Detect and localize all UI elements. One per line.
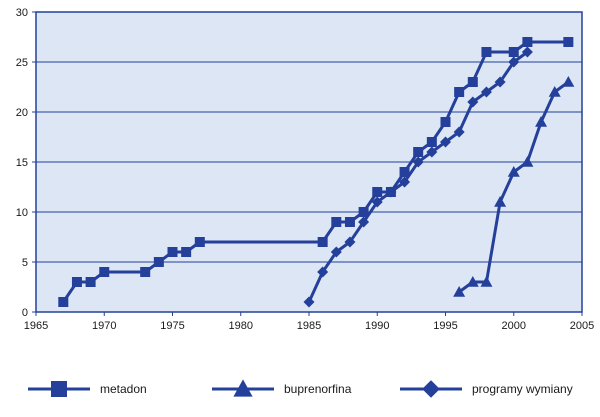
series-programy-wymiany [303,46,533,308]
legend-marker-buprenorfina [233,379,253,397]
data-point-programy-wymiany-4 [358,216,370,228]
data-point-metadon-13 [372,187,383,197]
data-point-programy-wymiany-7 [399,176,411,188]
data-point-metadon-7 [181,247,192,257]
data-point-programy-wymiany-2 [330,246,342,258]
data-point-buprenorfina-3 [494,196,507,207]
data-point-metadon-8 [194,237,205,247]
data-point-buprenorfina-1 [466,276,479,287]
data-point-metadon-15 [399,167,410,177]
x-tick-label-1970: 1970 [92,320,116,332]
y-tick-label-5: 5 [22,257,28,269]
data-point-programy-wymiany-12 [467,96,479,108]
data-point-buprenorfina-0 [453,286,466,297]
data-point-programy-wymiany-6 [385,186,397,198]
x-tick-label-1990: 1990 [365,320,389,332]
data-point-programy-wymiany-14 [494,76,506,88]
x-tick-label-1965: 1965 [24,320,48,332]
axes: 0 5 10 15 20 25 30 1965 1970 1975 1980 1985 1990 1995… [16,7,594,332]
data-point-metadon-4 [140,267,151,277]
y-tick-label-10: 10 [16,207,28,219]
data-point-programy-wymiany-13 [480,86,492,98]
data-point-programy-wymiany-9 [426,146,438,158]
x-tick-label-1975: 1975 [160,320,184,332]
data-point-programy-wymiany-0 [303,296,315,308]
y-tick-label-15: 15 [16,157,28,169]
x-tick-label-2000: 2000 [502,320,526,332]
y-tick-label-0: 0 [22,307,28,319]
series-layer [58,37,575,308]
data-point-programy-wymiany-16 [521,46,533,58]
data-point-buprenorfina-8 [562,76,575,87]
data-point-programy-wymiany-3 [344,236,356,248]
legend: metadon buprenorfina programy wymiany [28,379,573,398]
data-point-metadon-24 [563,37,574,47]
legend-marker-metadon [51,381,67,397]
data-point-buprenorfina-7 [548,86,561,97]
legend-marker-programy-wymiany [422,380,440,398]
data-point-metadon-16 [413,147,424,157]
data-point-buprenorfina-6 [535,116,548,127]
data-point-metadon-19 [454,87,465,97]
series-buprenorfina [453,76,575,297]
data-point-buprenorfina-5 [521,156,534,167]
data-point-programy-wymiany-11 [453,126,465,138]
data-point-programy-wymiany-8 [412,156,424,168]
data-point-programy-wymiany-5 [371,196,383,208]
y-tick-label-30: 30 [16,7,28,19]
data-point-programy-wymiany-10 [440,136,451,148]
data-point-metadon-11 [344,217,355,227]
data-point-metadon-2 [85,277,96,287]
legend-item-programy-wymiany: programy wymiany [400,380,573,398]
y-tick-label-25: 25 [16,57,28,69]
data-point-metadon-9 [317,237,328,247]
data-point-metadon-22 [508,47,519,57]
legend-item-metadon: metadon [28,381,147,397]
x-tick-label-1995: 1995 [433,320,457,332]
legend-label-buprenorfina: buprenorfina [284,382,352,396]
data-point-metadon-3 [99,267,110,277]
data-point-programy-wymiany-1 [317,266,329,278]
data-point-metadon-18 [440,117,451,127]
x-tick-label-2005: 2005 [570,320,594,332]
legend-item-buprenorfina: buprenorfina [212,379,352,397]
data-point-programy-wymiany-15 [508,56,520,68]
data-point-metadon-21 [481,47,492,57]
legend-label-programy-wymiany: programy wymiany [472,382,573,396]
data-point-metadon-1 [71,277,82,287]
data-point-metadon-20 [467,77,478,87]
data-point-metadon-6 [167,247,178,257]
legend-label-metadon: metadon [100,382,147,396]
data-point-metadon-23 [522,37,533,47]
x-tick-label-1985: 1985 [297,320,321,332]
data-point-metadon-17 [426,137,437,147]
y-tick-label-20: 20 [16,107,28,119]
data-point-buprenorfina-2 [480,276,493,287]
data-point-buprenorfina-4 [507,166,520,177]
data-point-metadon-10 [331,217,342,227]
data-point-metadon-12 [358,207,369,217]
x-tick-label-1980: 1980 [229,320,253,332]
data-point-metadon-5 [153,257,164,267]
data-point-metadon-0 [58,297,69,307]
series-metadon [58,37,574,307]
